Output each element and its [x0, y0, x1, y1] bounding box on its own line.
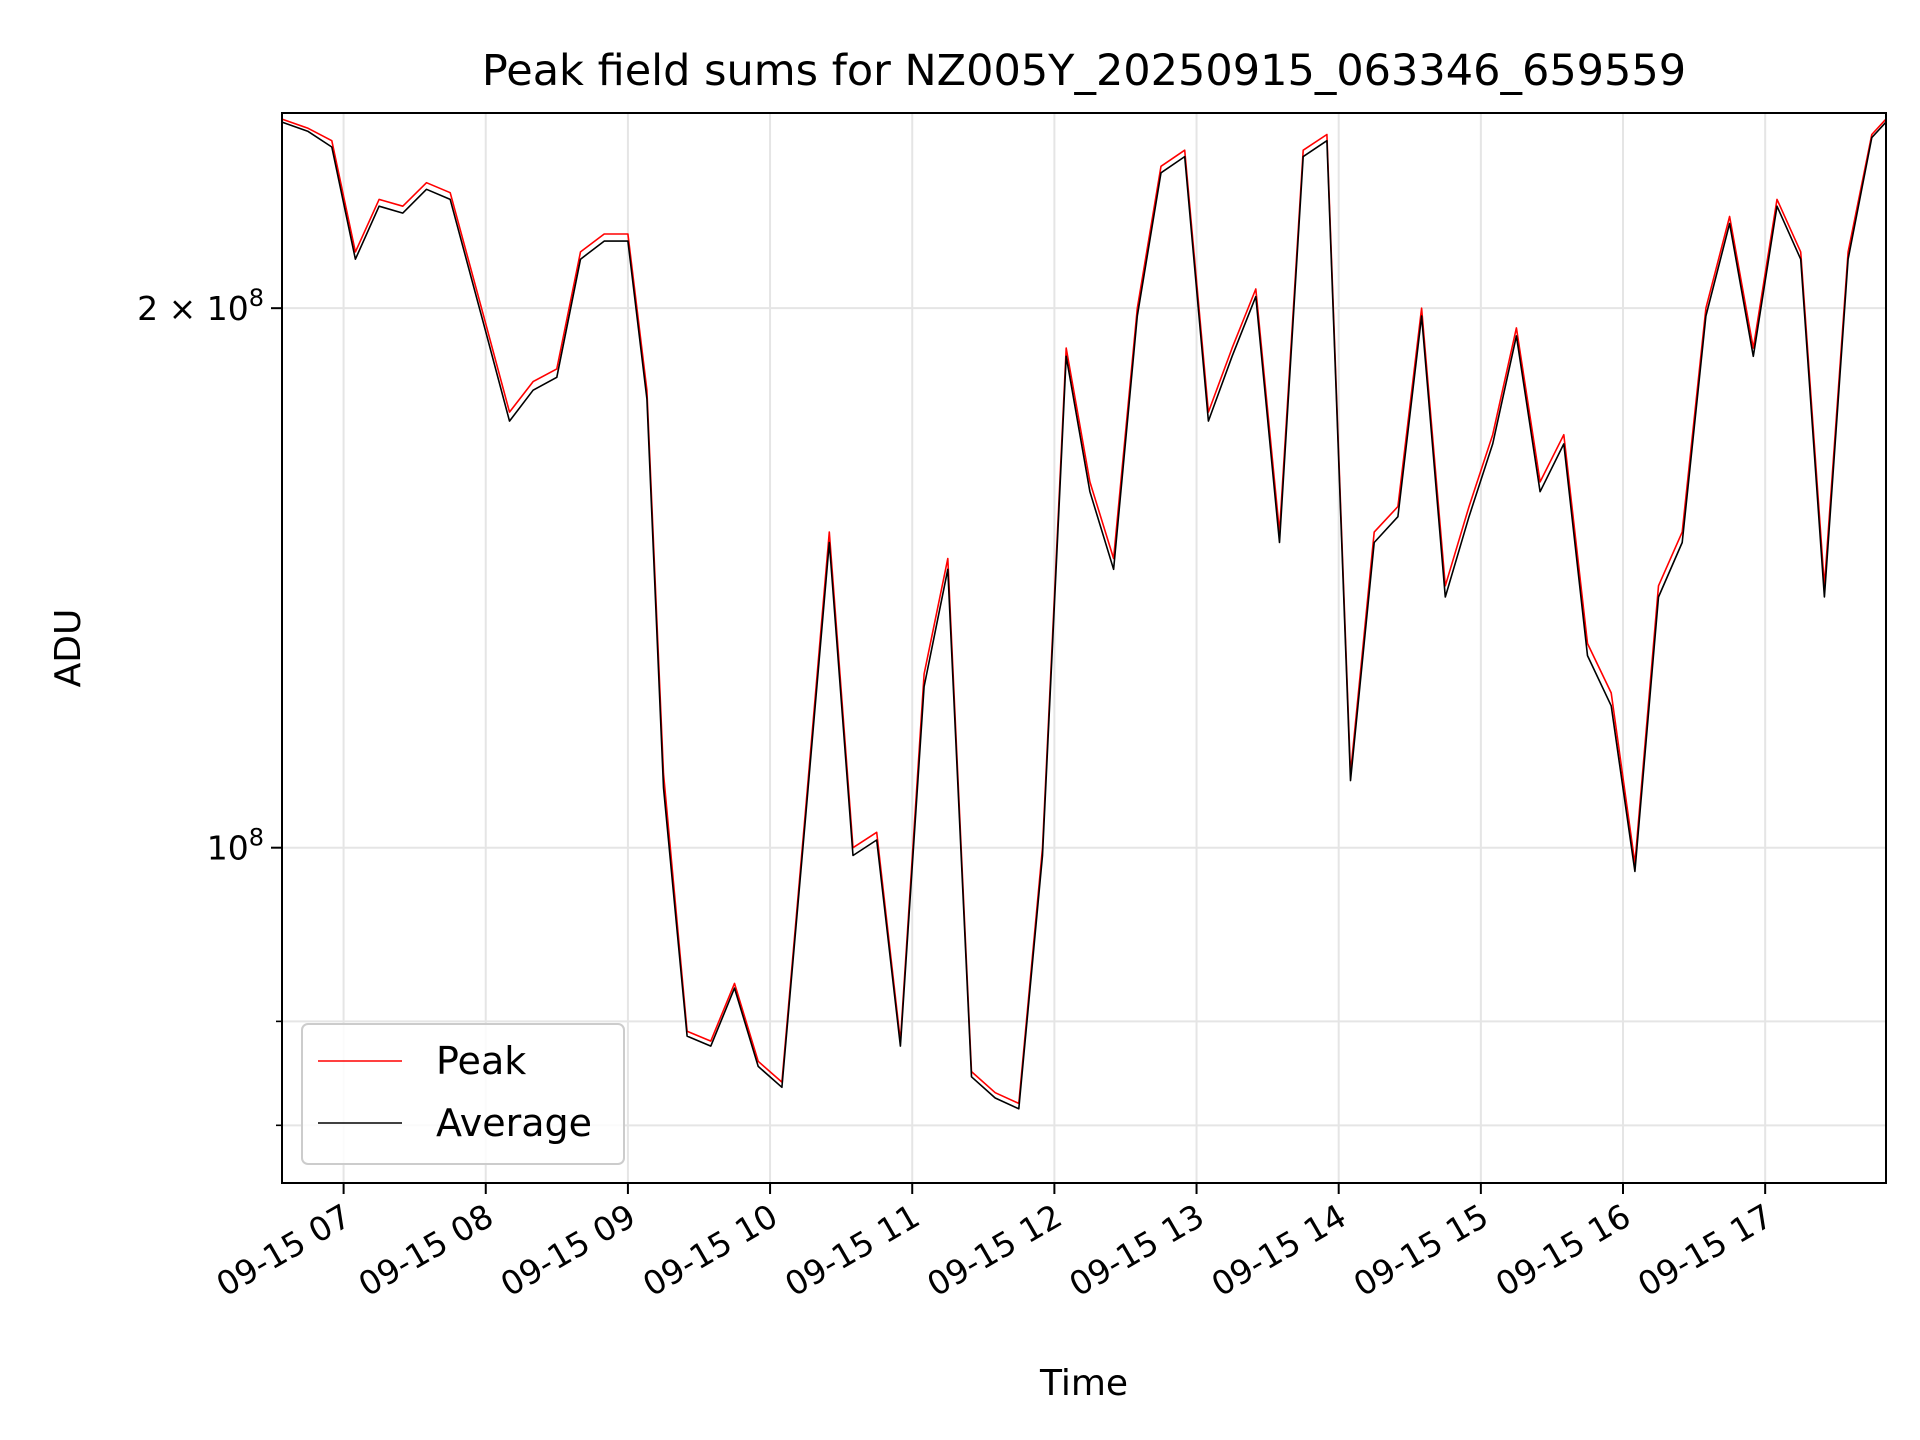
legend: Peak Average [301, 1023, 625, 1165]
legend-label-average: Average [436, 1101, 592, 1145]
grid [282, 113, 1886, 1183]
x-axis-label: Time [1039, 1363, 1128, 1404]
series-lines [281, 118, 1887, 1110]
series-line-peak [281, 118, 1887, 1105]
y-tick-label: 108 [207, 824, 264, 868]
y-tick-label: 2 × 108 [137, 284, 264, 328]
axes-frame [281, 112, 1887, 1184]
legend-box [301, 1023, 625, 1165]
series-line-average [281, 121, 1887, 1110]
y-axis-label: ADU [48, 609, 89, 688]
chart-title: Peak field sums for NZ005Y_20250915_0633… [482, 46, 1686, 96]
legend-label-peak: Peak [436, 1039, 526, 1083]
